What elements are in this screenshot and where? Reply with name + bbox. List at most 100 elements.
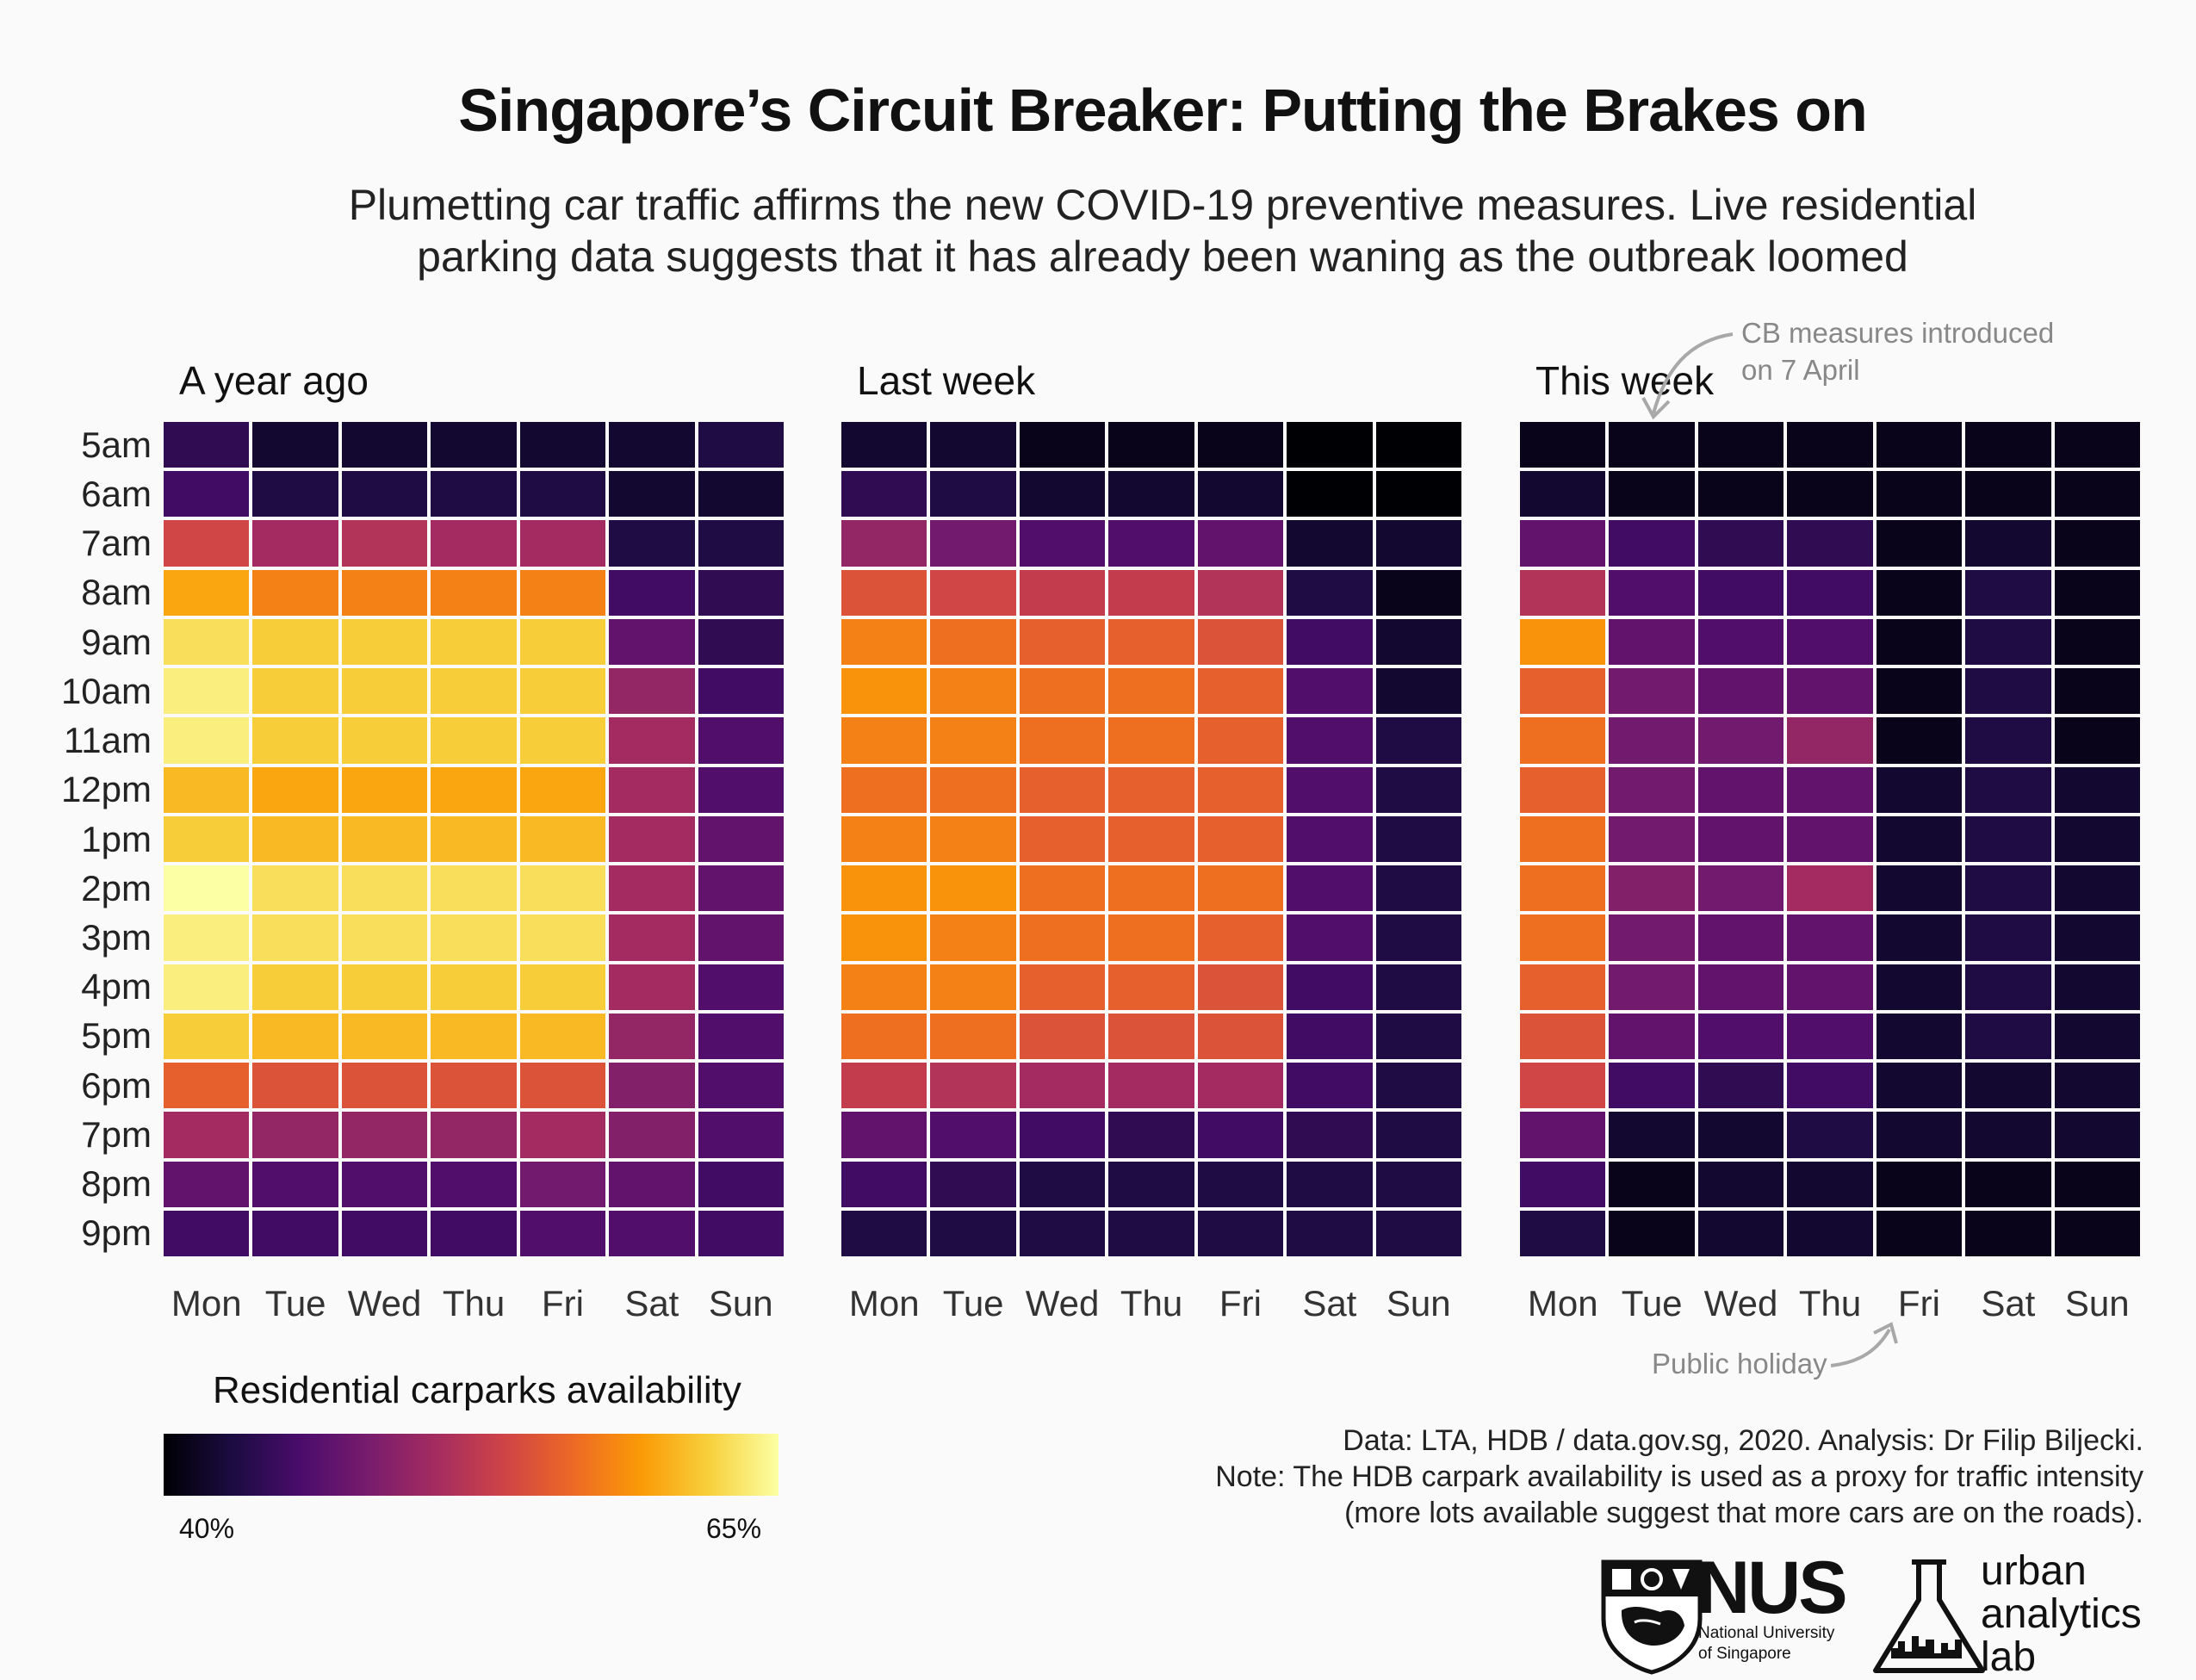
heatmap-cell <box>164 1161 250 1207</box>
heatmap-cell <box>252 717 338 764</box>
heatmap-cell <box>930 520 1016 567</box>
heatmap-cell <box>2054 422 2140 468</box>
heatmap-cell <box>1697 717 1784 764</box>
heatmap-cell <box>1019 569 1106 616</box>
heatmap-grid-a-year-ago <box>164 422 787 1260</box>
heatmap-cell <box>1609 1112 1695 1158</box>
y-tick-label: 12pm <box>60 769 152 810</box>
heatmap-cell <box>341 668 428 715</box>
panel-title-a-year-ago: A year ago <box>179 358 369 403</box>
heatmap-cell <box>1965 520 2051 567</box>
heatmap-cell <box>1108 618 1194 666</box>
heatmap-cell <box>1697 1210 1784 1256</box>
heatmap-cell <box>519 471 606 518</box>
heatmap-cell <box>1609 964 1695 1010</box>
x-tick-label: Fri <box>1219 1283 1262 1324</box>
heatmap-cell <box>1520 618 1606 666</box>
urban-analytics-lab-wordmark: urban analytics lab <box>1981 1550 2142 1679</box>
heatmap-cell <box>1197 914 1284 961</box>
heatmap-cell <box>519 1210 606 1256</box>
x-tick-label: Mon <box>1527 1283 1598 1324</box>
heatmap-cell <box>841 1161 927 1207</box>
x-tick-label: Fri <box>1897 1283 1940 1324</box>
legend-max-label: 65% <box>706 1513 762 1544</box>
heatmap-cell <box>1609 668 1695 715</box>
heatmap-cell <box>164 520 250 567</box>
cb-annotation-line-2: on 7 April <box>1741 354 1860 386</box>
heatmap-cell <box>1520 1161 1606 1207</box>
heatmap-cell <box>519 865 606 912</box>
heatmap-cell <box>164 766 250 813</box>
heatmap-cell <box>1108 815 1194 863</box>
heatmap-cell <box>1197 865 1284 912</box>
heatmap-cell <box>1019 1161 1106 1207</box>
heatmap-cell <box>1197 668 1284 715</box>
heatmap-cell <box>1287 668 1373 715</box>
heatmap-cell <box>1697 668 1784 715</box>
heatmap-grid-this-week <box>1520 422 2143 1260</box>
heatmap-cell <box>2054 569 2140 616</box>
heatmap-cell <box>841 766 927 813</box>
heatmap-cell <box>1375 569 1461 616</box>
heatmap-cell <box>930 668 1016 715</box>
heatmap-cell <box>698 569 784 616</box>
heatmap-cell <box>1965 1161 2051 1207</box>
heatmap-cell <box>1609 1210 1695 1256</box>
heatmap-cell <box>1019 668 1106 715</box>
heatmap-cell <box>609 618 695 666</box>
heatmap-cell <box>1520 1013 1606 1060</box>
heatmap-cell <box>2054 1013 2140 1060</box>
heatmap-cell <box>1876 1161 1963 1207</box>
heatmap-cell <box>341 1161 428 1207</box>
heatmap-cell <box>1697 618 1784 666</box>
heatmap-cell <box>2054 1161 2140 1207</box>
y-tick-label: 6pm <box>81 1064 152 1106</box>
legend-title: Residential carparks availability <box>213 1369 741 1411</box>
heatmap-cell <box>164 618 250 666</box>
heatmap-cell <box>431 1013 517 1060</box>
heatmap-cell <box>1876 914 1963 961</box>
heatmap-cell <box>841 1210 927 1256</box>
heatmap-cell <box>1787 717 1873 764</box>
heatmap-cell <box>1108 569 1194 616</box>
x-tick-label: Thu <box>442 1283 506 1324</box>
heatmap-cell <box>1197 717 1284 764</box>
heatmap-cell <box>1019 766 1106 813</box>
heatmap-cell <box>431 914 517 961</box>
heatmap-cell <box>698 471 784 518</box>
heatmap-cell <box>609 1063 695 1109</box>
heatmap-cell <box>1697 422 1784 468</box>
heatmap-cell <box>698 914 784 961</box>
heatmap-cell <box>930 618 1016 666</box>
heatmap-cell <box>1019 1210 1106 1256</box>
heatmap-cell <box>698 815 784 863</box>
x-tick-label: Sat <box>624 1283 679 1324</box>
flask-icon <box>1873 1559 1985 1673</box>
heatmap-cell <box>1108 865 1194 912</box>
heatmap-cell <box>1965 1112 2051 1158</box>
heatmap-cell <box>1609 766 1695 813</box>
heatmap-cell <box>164 1063 250 1109</box>
heatmap-cell <box>431 865 517 912</box>
heatmap-cell <box>609 1112 695 1158</box>
heatmap-cell <box>252 618 338 666</box>
heatmap-cell <box>1375 964 1461 1010</box>
heatmap-cell <box>519 1063 606 1109</box>
x-tick-label: Mon <box>171 1283 242 1324</box>
heatmap-cell <box>341 815 428 863</box>
heatmap-cell <box>609 1013 695 1060</box>
heatmap-cell <box>1019 717 1106 764</box>
heatmap-cell <box>1197 964 1284 1010</box>
heatmap-cell <box>1375 1210 1461 1256</box>
heatmap-cell <box>698 1013 784 1060</box>
x-tick-label: Sun <box>1386 1283 1451 1324</box>
y-tick-label: 11am <box>64 720 152 761</box>
heatmap-cell <box>1965 964 2051 1010</box>
heatmap-cell <box>1609 618 1695 666</box>
heatmap-cell <box>252 471 338 518</box>
heatmap-cell <box>1609 1063 1695 1109</box>
chart-subtitle: Plumetting car traffic affirms the new C… <box>0 179 2196 282</box>
heatmap-cell <box>252 1063 338 1109</box>
heatmap-cell <box>1287 471 1373 518</box>
heatmap-cell <box>2054 1063 2140 1109</box>
